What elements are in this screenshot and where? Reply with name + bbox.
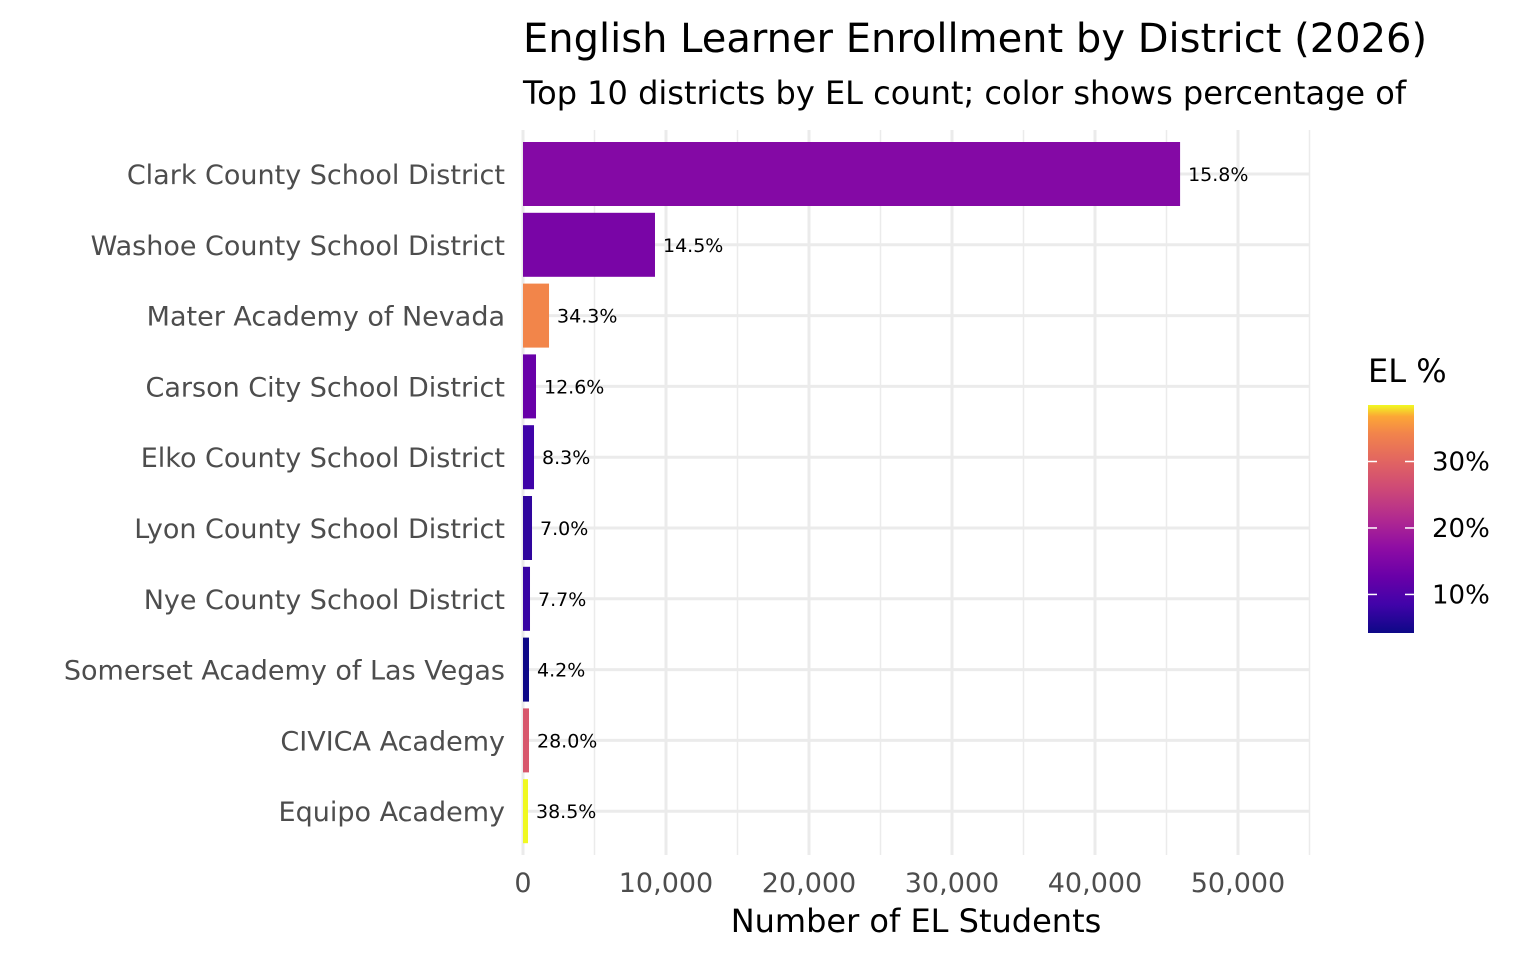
data-label: 34.3% xyxy=(557,306,617,328)
x-tick-label: 0 xyxy=(514,868,531,899)
y-tick-label: Carson City School District xyxy=(146,372,505,403)
x-tick-label: 40,000 xyxy=(1048,868,1142,899)
data-label: 7.7% xyxy=(538,589,586,611)
legend-tick-label: 20% xyxy=(1432,514,1490,544)
legend-tick-label: 10% xyxy=(1432,580,1490,610)
data-label: 28.0% xyxy=(537,730,597,752)
bar xyxy=(523,142,1181,206)
y-tick-label: CIVICA Academy xyxy=(280,726,505,757)
x-tick-label: 20,000 xyxy=(762,868,856,899)
bar xyxy=(523,283,550,348)
bar xyxy=(523,566,531,631)
y-tick-label: Nye County School District xyxy=(144,585,505,616)
legend: EL % 10% 20% 30% xyxy=(1368,352,1490,633)
chart-title: English Learner Enrollment by District (… xyxy=(523,16,1427,62)
data-label: 4.2% xyxy=(537,660,585,682)
data-label: 15.8% xyxy=(1188,164,1248,186)
y-tick-label: Elko County School District xyxy=(141,443,505,474)
legend-tick-label: 30% xyxy=(1432,448,1490,478)
x-tick-label: 50,000 xyxy=(1191,868,1285,899)
data-label: 7.0% xyxy=(540,518,588,540)
bar xyxy=(523,708,530,773)
bar xyxy=(523,425,535,490)
data-label: 14.5% xyxy=(663,235,723,257)
legend-title: EL % xyxy=(1368,352,1447,390)
x-tick-label: 30,000 xyxy=(905,868,999,899)
x-axis-title: Number of EL Students xyxy=(731,902,1102,940)
y-axis-labels: Clark County School District Washoe Count… xyxy=(64,160,505,828)
chart-subtitle: Top 10 districts by EL count; color show… xyxy=(522,74,1407,112)
y-tick-label: Clark County School District xyxy=(127,160,505,191)
data-label: 12.6% xyxy=(544,376,604,398)
bar xyxy=(523,212,655,277)
y-tick-label: Lyon County School District xyxy=(134,514,505,545)
bars: 15.8% 14.5% 34.3% 12.6% 8.3% 7.0% 7.7% 4.2% 28.0… xyxy=(523,142,1248,844)
y-tick-label: Mater Academy of Nevada xyxy=(147,302,505,333)
bar xyxy=(523,354,537,419)
data-label: 38.5% xyxy=(536,801,596,823)
x-axis-ticks: 0 10,000 20,000 30,000 40,000 50,000 xyxy=(514,868,1285,899)
bar xyxy=(523,779,529,844)
data-label: 8.3% xyxy=(542,447,590,469)
bar xyxy=(523,637,530,702)
y-tick-label: Equipo Academy xyxy=(279,797,505,828)
y-tick-label: Washoe County School District xyxy=(91,231,505,262)
legend-colorbar xyxy=(1368,405,1414,633)
x-tick-label: 10,000 xyxy=(619,868,713,899)
y-tick-label: Somerset Academy of Las Vegas xyxy=(64,656,505,687)
bar xyxy=(523,496,533,560)
